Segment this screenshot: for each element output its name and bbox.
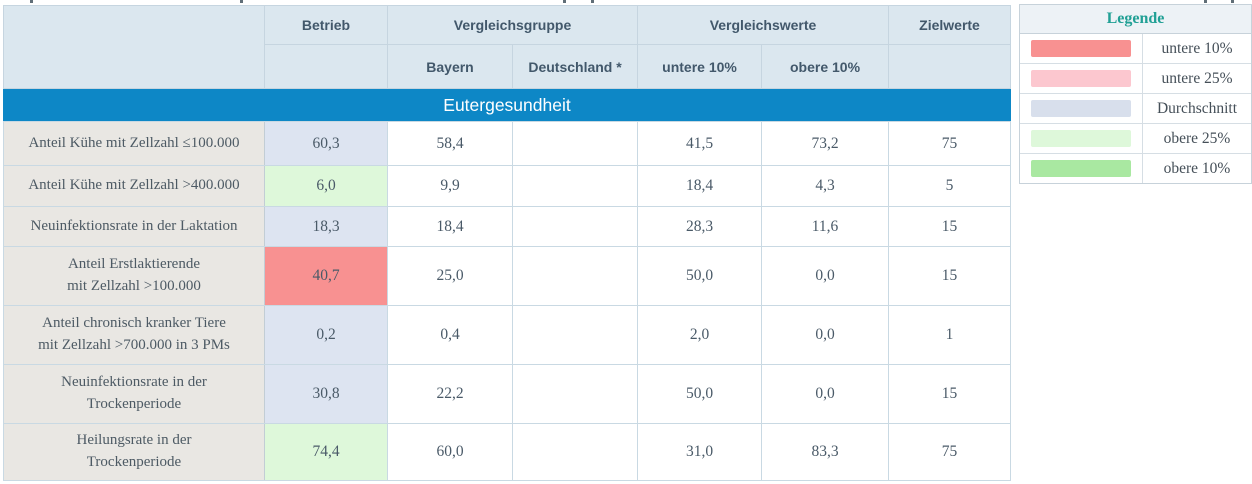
legend-swatch	[1031, 100, 1131, 117]
value-cell-zielwert: 75	[888, 423, 1012, 481]
table-row: Anteil chronisch kranker Tiere mit Zellz…	[3, 305, 1012, 365]
value-cell-bayern: 25,0	[387, 246, 513, 306]
row-label: Neuinfektionsrate in der Trockenperiode	[3, 364, 265, 424]
value-cell-betrieb: 18,3	[264, 206, 388, 247]
value-cell-deutschland	[511, 305, 639, 365]
table-row: Anteil Kühe mit Zellzahl >400.000 6,0 9,…	[3, 165, 1012, 207]
col-header-untere10: untere 10%	[637, 44, 763, 89]
legend-row: untere 10%	[1020, 34, 1251, 64]
section-title-eutergesundheit: Eutergesundheit	[2, 88, 1012, 122]
table-row: Heilungsrate in der Trockenperiode 74,4 …	[3, 423, 1012, 481]
table-row: Neuinfektionsrate in der Trockenperiode …	[3, 364, 1012, 424]
value-cell-untere10: 41,5	[637, 121, 763, 166]
col-header-vergleichswerte: Vergleichswerte	[637, 5, 890, 45]
clipped-text-fragment	[591, 0, 594, 3]
value-cell-bayern: 9,9	[387, 165, 513, 207]
value-cell-deutschland	[511, 121, 639, 166]
value-cell-zielwert: 15	[888, 246, 1012, 306]
legend-label: obere 25%	[1163, 129, 1231, 147]
value-cell-bayern: 0,4	[387, 305, 513, 365]
row-label: Anteil chronisch kranker Tiere mit Zellz…	[3, 305, 265, 365]
section-header-row: Eutergesundheit	[2, 88, 1012, 122]
row-label: Anteil Kühe mit Zellzahl ≤100.000	[3, 121, 265, 166]
row-label: Anteil Erstlaktierende mit Zellzahl >100…	[3, 246, 265, 306]
value-cell-deutschland	[511, 364, 639, 424]
value-cell-betrieb: 0,2	[264, 305, 388, 365]
clipped-text-fragment	[563, 0, 566, 3]
value-cell-untere10: 50,0	[637, 246, 763, 306]
table-row: Neuinfektionsrate in der Laktation 18,3 …	[3, 206, 1012, 247]
value-cell-bayern: 58,4	[387, 121, 513, 166]
legend-swatch-cell	[1020, 124, 1143, 153]
clipped-text-fragment	[240, 0, 243, 3]
clipped-text-fragment	[30, 0, 33, 3]
value-cell-bayern: 22,2	[387, 364, 513, 424]
value-cell-deutschland	[511, 423, 639, 481]
value-cell-betrieb: 74,4	[264, 423, 388, 481]
value-cell-betrieb: 40,7	[264, 246, 388, 306]
col-header-vergleichsgruppe: Vergleichsgruppe	[386, 5, 639, 45]
row-label: Anteil Kühe mit Zellzahl >400.000	[3, 165, 265, 207]
value-cell-obere10: 0,0	[761, 246, 890, 306]
col-header-obere10: obere 10%	[761, 44, 890, 89]
value-cell-obere10: 11,6	[761, 206, 890, 247]
col-header-betrieb: Betrieb	[264, 5, 388, 45]
value-cell-betrieb: 6,0	[264, 165, 388, 207]
row-label: Heilungsrate in der Trockenperiode	[3, 423, 265, 481]
legend-row: obere 10%	[1020, 154, 1251, 183]
value-cell-obere10: 73,2	[761, 121, 890, 166]
legend-swatch	[1031, 130, 1131, 147]
value-cell-untere10: 18,4	[637, 165, 763, 207]
legend-label: untere 10%	[1161, 39, 1233, 57]
legend-swatch-cell	[1020, 64, 1143, 93]
eutergesundheit-table: Betrieb Vergleichsgruppe Vergleichswerte…	[2, 5, 1012, 481]
legend-swatch-cell	[1020, 34, 1143, 63]
legend-panel: Legende untere 10% untere 25% Durchschni…	[1019, 4, 1252, 184]
value-cell-obere10: 0,0	[761, 305, 890, 365]
value-cell-bayern: 60,0	[387, 423, 513, 481]
legend-swatch-cell	[1020, 154, 1143, 183]
row-label-column-header	[3, 5, 265, 89]
legend-row: untere 25%	[1020, 64, 1251, 94]
value-cell-untere10: 31,0	[637, 423, 763, 481]
col-header-deutschland: Deutschland *	[511, 44, 639, 89]
table-row: Anteil Kühe mit Zellzahl ≤100.000 60,3 5…	[3, 121, 1012, 166]
value-cell-deutschland	[511, 246, 639, 306]
legend-swatch	[1031, 40, 1131, 57]
value-cell-untere10: 28,3	[637, 206, 763, 247]
value-cell-deutschland	[511, 165, 639, 207]
value-cell-betrieb: 30,8	[264, 364, 388, 424]
col-header-bayern: Bayern	[387, 44, 513, 89]
col-subheader-betrieb-empty	[264, 44, 388, 89]
col-subheader-zielwerte-empty	[888, 44, 1012, 89]
legend-label: untere 25%	[1161, 69, 1233, 87]
value-cell-betrieb: 60,3	[264, 121, 388, 166]
legend-title: Legende	[1020, 5, 1251, 34]
value-cell-zielwert: 75	[888, 121, 1012, 166]
legend-row: obere 25%	[1020, 124, 1251, 154]
value-cell-obere10: 83,3	[761, 423, 890, 481]
legend-swatch	[1031, 70, 1131, 87]
value-cell-zielwert: 1	[888, 305, 1012, 365]
row-label: Neuinfektionsrate in der Laktation	[3, 206, 265, 247]
clipped-text-fragment	[1204, 0, 1207, 3]
legend-swatch	[1031, 160, 1131, 177]
value-cell-untere10: 2,0	[637, 305, 763, 365]
value-cell-bayern: 18,4	[387, 206, 513, 247]
clipped-text-fragment	[1231, 0, 1234, 3]
legend-swatch-cell	[1020, 94, 1143, 123]
value-cell-zielwert: 5	[888, 165, 1012, 207]
value-cell-obere10: 0,0	[761, 364, 890, 424]
table-row: Anteil Erstlaktierende mit Zellzahl >100…	[3, 246, 1012, 306]
value-cell-zielwert: 15	[888, 206, 1012, 247]
col-header-zielwerte: Zielwerte	[888, 5, 1012, 45]
legend-label: Durchschnitt	[1156, 99, 1238, 117]
value-cell-obere10: 4,3	[761, 165, 890, 207]
value-cell-untere10: 50,0	[637, 364, 763, 424]
value-cell-deutschland	[511, 206, 639, 247]
legend-row: Durchschnitt	[1020, 94, 1251, 124]
value-cell-zielwert: 15	[888, 364, 1012, 424]
legend-label: obere 10%	[1163, 159, 1231, 177]
